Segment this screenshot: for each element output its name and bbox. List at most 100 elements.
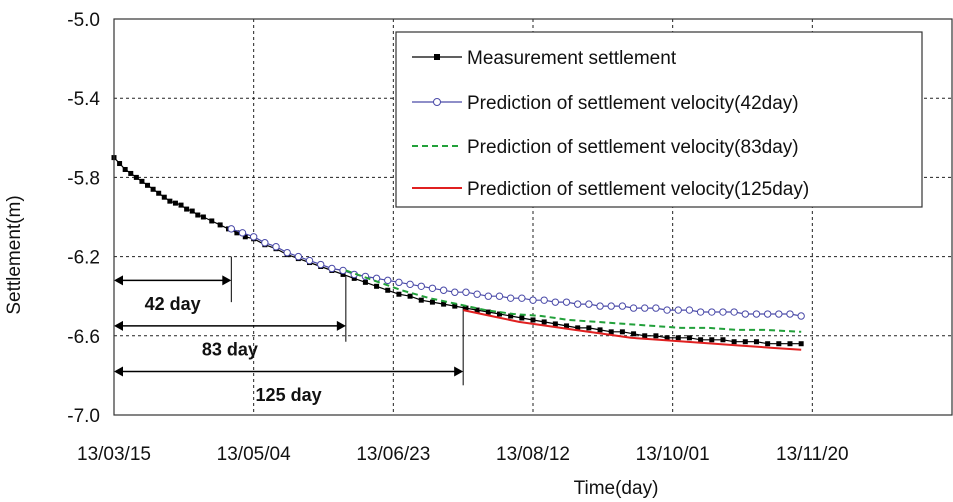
y-tick-label: -5.0 bbox=[67, 10, 100, 31]
y-tick-label: -6.2 bbox=[67, 248, 100, 269]
data-point-square bbox=[441, 301, 447, 307]
data-point-square bbox=[362, 279, 368, 285]
data-point-square bbox=[385, 287, 391, 293]
x-tick-label: 13/11/20 bbox=[776, 444, 849, 465]
data-point-square bbox=[242, 234, 248, 240]
data-point-square bbox=[209, 218, 215, 224]
series-line bbox=[462, 309, 802, 351]
legend: Measurement settlement Prediction of sett… bbox=[395, 31, 923, 208]
data-point-circle bbox=[618, 302, 627, 310]
data-point-circle bbox=[529, 296, 537, 304]
x-tick-labels: 13/03/15 13/05/04 13/06/23 13/08/12 13/10/01… bbox=[77, 444, 849, 465]
data-point-square bbox=[508, 313, 514, 319]
data-point-square bbox=[184, 206, 190, 212]
data-point-circle bbox=[685, 306, 694, 314]
data-point-circle bbox=[339, 266, 347, 275]
data-point-square bbox=[653, 333, 659, 339]
data-point-circle bbox=[227, 225, 236, 233]
data-point-square bbox=[765, 341, 771, 347]
data-point-square bbox=[156, 190, 162, 196]
data-point-circle bbox=[395, 278, 403, 287]
data-point-square bbox=[117, 161, 123, 167]
data-point-square bbox=[485, 309, 491, 315]
data-point-square bbox=[195, 212, 201, 218]
data-point-circle bbox=[708, 308, 716, 316]
data-point-circle bbox=[596, 302, 604, 310]
data-point-square bbox=[608, 329, 614, 335]
data-point-square bbox=[429, 299, 435, 305]
legend-label: Prediction of settlement velocity(42day) bbox=[467, 93, 799, 114]
data-point-circle bbox=[283, 248, 291, 257]
data-point-square bbox=[128, 170, 134, 176]
legend-box bbox=[395, 31, 923, 208]
x-tick-label: 13/06/23 bbox=[356, 444, 430, 465]
data-point-circle bbox=[663, 306, 671, 314]
legend-marker-circle bbox=[433, 98, 441, 106]
legend-marker-square bbox=[434, 54, 440, 60]
data-point-square bbox=[189, 208, 195, 214]
data-point-circle bbox=[629, 304, 638, 312]
data-point-circle bbox=[775, 310, 783, 318]
data-point-circle bbox=[696, 308, 705, 316]
data-point-circle bbox=[317, 260, 325, 269]
data-point-circle bbox=[417, 282, 425, 290]
annotation-label: 83 day bbox=[202, 340, 258, 360]
data-point-circle bbox=[540, 296, 548, 304]
data-point-square bbox=[172, 200, 178, 206]
data-point-square bbox=[496, 311, 502, 317]
data-point-square bbox=[742, 339, 748, 345]
data-point-square bbox=[234, 230, 240, 236]
legend-label: Measurement settlement bbox=[467, 48, 677, 69]
data-point-circle bbox=[328, 264, 336, 273]
data-point-circle bbox=[495, 292, 504, 300]
data-point-circle bbox=[439, 286, 448, 294]
data-point-square bbox=[133, 174, 139, 180]
data-point-circle bbox=[641, 304, 649, 312]
data-point-circle bbox=[719, 308, 727, 316]
data-point-square bbox=[519, 315, 525, 321]
data-point-square bbox=[731, 339, 737, 345]
x-tick-label: 13/08/12 bbox=[496, 444, 570, 465]
x-axis-title: Time(day) bbox=[574, 478, 659, 499]
data-point-square bbox=[698, 337, 704, 343]
series-4 bbox=[462, 309, 802, 351]
arrowhead-right bbox=[222, 275, 232, 286]
series-2 bbox=[227, 225, 805, 320]
data-point-circle bbox=[562, 298, 571, 306]
data-point-circle bbox=[763, 310, 772, 318]
data-point-square bbox=[552, 321, 558, 327]
data-point-circle bbox=[585, 300, 593, 308]
data-point-square bbox=[150, 186, 156, 192]
data-point-square bbox=[145, 182, 151, 188]
data-point-square bbox=[575, 325, 581, 331]
data-point-square bbox=[139, 178, 145, 184]
data-point-square bbox=[776, 341, 782, 347]
data-point-square bbox=[564, 323, 570, 329]
legend-label: Prediction of settlement velocity(125day… bbox=[467, 179, 809, 200]
data-point-square bbox=[597, 327, 603, 333]
arrowhead-left bbox=[114, 320, 123, 331]
annotation-label: 42 day bbox=[145, 294, 201, 314]
data-point-square bbox=[340, 271, 346, 277]
data-point-circle bbox=[786, 310, 794, 318]
data-point-square bbox=[452, 303, 458, 309]
x-tick-label: 13/10/01 bbox=[636, 444, 710, 465]
y-tick-labels: -5.0 -5.4 -5.8 -6.2 -6.6 -7.0 bbox=[67, 10, 100, 427]
data-point-circle bbox=[294, 252, 303, 261]
data-point-circle bbox=[551, 298, 560, 306]
data-point-square bbox=[407, 293, 413, 299]
data-point-square bbox=[675, 335, 681, 341]
data-point-square bbox=[374, 283, 380, 289]
data-point-square bbox=[418, 297, 424, 303]
data-point-circle bbox=[573, 300, 582, 308]
data-point-circle bbox=[797, 312, 805, 320]
arrowhead-right bbox=[454, 366, 464, 377]
data-point-square bbox=[217, 222, 223, 228]
data-point-square bbox=[474, 307, 480, 313]
data-point-square bbox=[664, 335, 670, 341]
day-annotations: 42 day 83 day 125 day bbox=[114, 256, 464, 405]
data-point-circle bbox=[305, 256, 314, 265]
data-point-circle bbox=[384, 276, 392, 285]
data-point-square bbox=[787, 341, 793, 347]
